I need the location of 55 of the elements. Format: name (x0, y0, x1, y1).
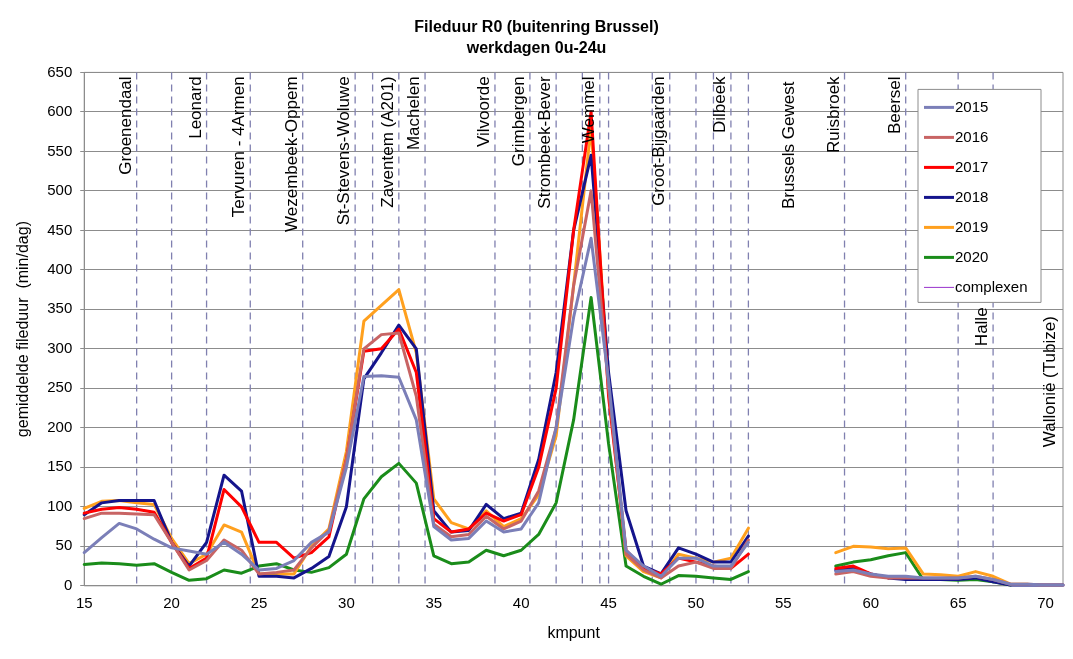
y-tick-label: 100 (47, 496, 73, 514)
x-tick-label: 40 (512, 593, 530, 611)
y-tick-label: 0 (63, 575, 73, 593)
legend-label: 2017 (955, 157, 989, 175)
ref-line-label: Zaventem (A201) (378, 76, 398, 208)
x-tick-label: 20 (163, 593, 180, 611)
ref-line-label: Dilbeek (710, 75, 730, 134)
x-tick-label: 55 (775, 593, 792, 611)
y-tick-label: 650 (47, 62, 73, 80)
ref-line-label: Machelen (404, 76, 424, 151)
x-tick-label: 70 (1037, 593, 1054, 611)
y-tick-label: 450 (47, 220, 73, 238)
legend-label: 2020 (955, 247, 989, 265)
x-tick-label: 35 (425, 593, 443, 611)
ref-line-label: St-Stevens-Woluwe (334, 76, 354, 226)
legend-label: 2019 (955, 217, 989, 235)
ref-line-label: Groenendaal (115, 76, 135, 175)
ref-line-label: Wezembeek-Oppem (281, 76, 301, 232)
y-tick-label: 300 (47, 338, 73, 356)
ref-line-label: Vilvoorde (474, 76, 494, 147)
ref-line-label: Leonard (185, 76, 205, 139)
ref-line-label: Halle (972, 307, 992, 347)
x-axis-title: kmpunt (547, 623, 601, 641)
y-tick-label: 200 (47, 417, 73, 435)
legend-label: 2016 (955, 127, 989, 145)
ref-line-label: Ruisbroek (823, 75, 843, 153)
ref-line-label: Tervuren - 4Armen (229, 76, 249, 218)
x-tick-label: 25 (250, 593, 268, 611)
chart-subtitle: werkdagen 0u-24u (465, 39, 607, 57)
x-tick-label: 65 (949, 593, 967, 611)
x-tick-label: 30 (338, 593, 355, 611)
ref-line-label: Beersel (884, 76, 904, 135)
x-tick-label: 15 (75, 593, 93, 611)
y-tick-label: 500 (47, 181, 73, 199)
legend-label: 2018 (955, 187, 989, 205)
y-tick-label: 50 (55, 536, 73, 554)
chart-title: Fileduur R0 (buitenring Brussel) (414, 18, 659, 36)
y-axis-title: gemiddelde fileduur (min/dag) (14, 221, 32, 438)
x-tick-label: 50 (687, 593, 705, 611)
y-tick-label: 350 (47, 299, 73, 317)
ref-line-label: Grimbergen (509, 76, 529, 167)
y-tick-label: 550 (47, 141, 73, 159)
x-tick-label: 60 (862, 593, 880, 611)
legend-label: 2015 (955, 97, 989, 115)
x-tick-label: 45 (600, 593, 617, 611)
y-tick-label: 150 (47, 457, 73, 475)
legend-label: complexen (955, 277, 1028, 295)
y-tick-label: 600 (47, 102, 73, 120)
annotation: Brussels Gewest (778, 81, 798, 210)
ref-line-label: Strombeek-Bever (535, 76, 555, 209)
ref-line-label: Groot-Bijgaarden (648, 76, 668, 206)
annotation: Wallonië (Tubize) (1040, 316, 1060, 448)
y-tick-label: 400 (47, 260, 73, 277)
ref-line-label: Wemmel (579, 76, 599, 144)
y-tick-label: 250 (47, 378, 73, 396)
